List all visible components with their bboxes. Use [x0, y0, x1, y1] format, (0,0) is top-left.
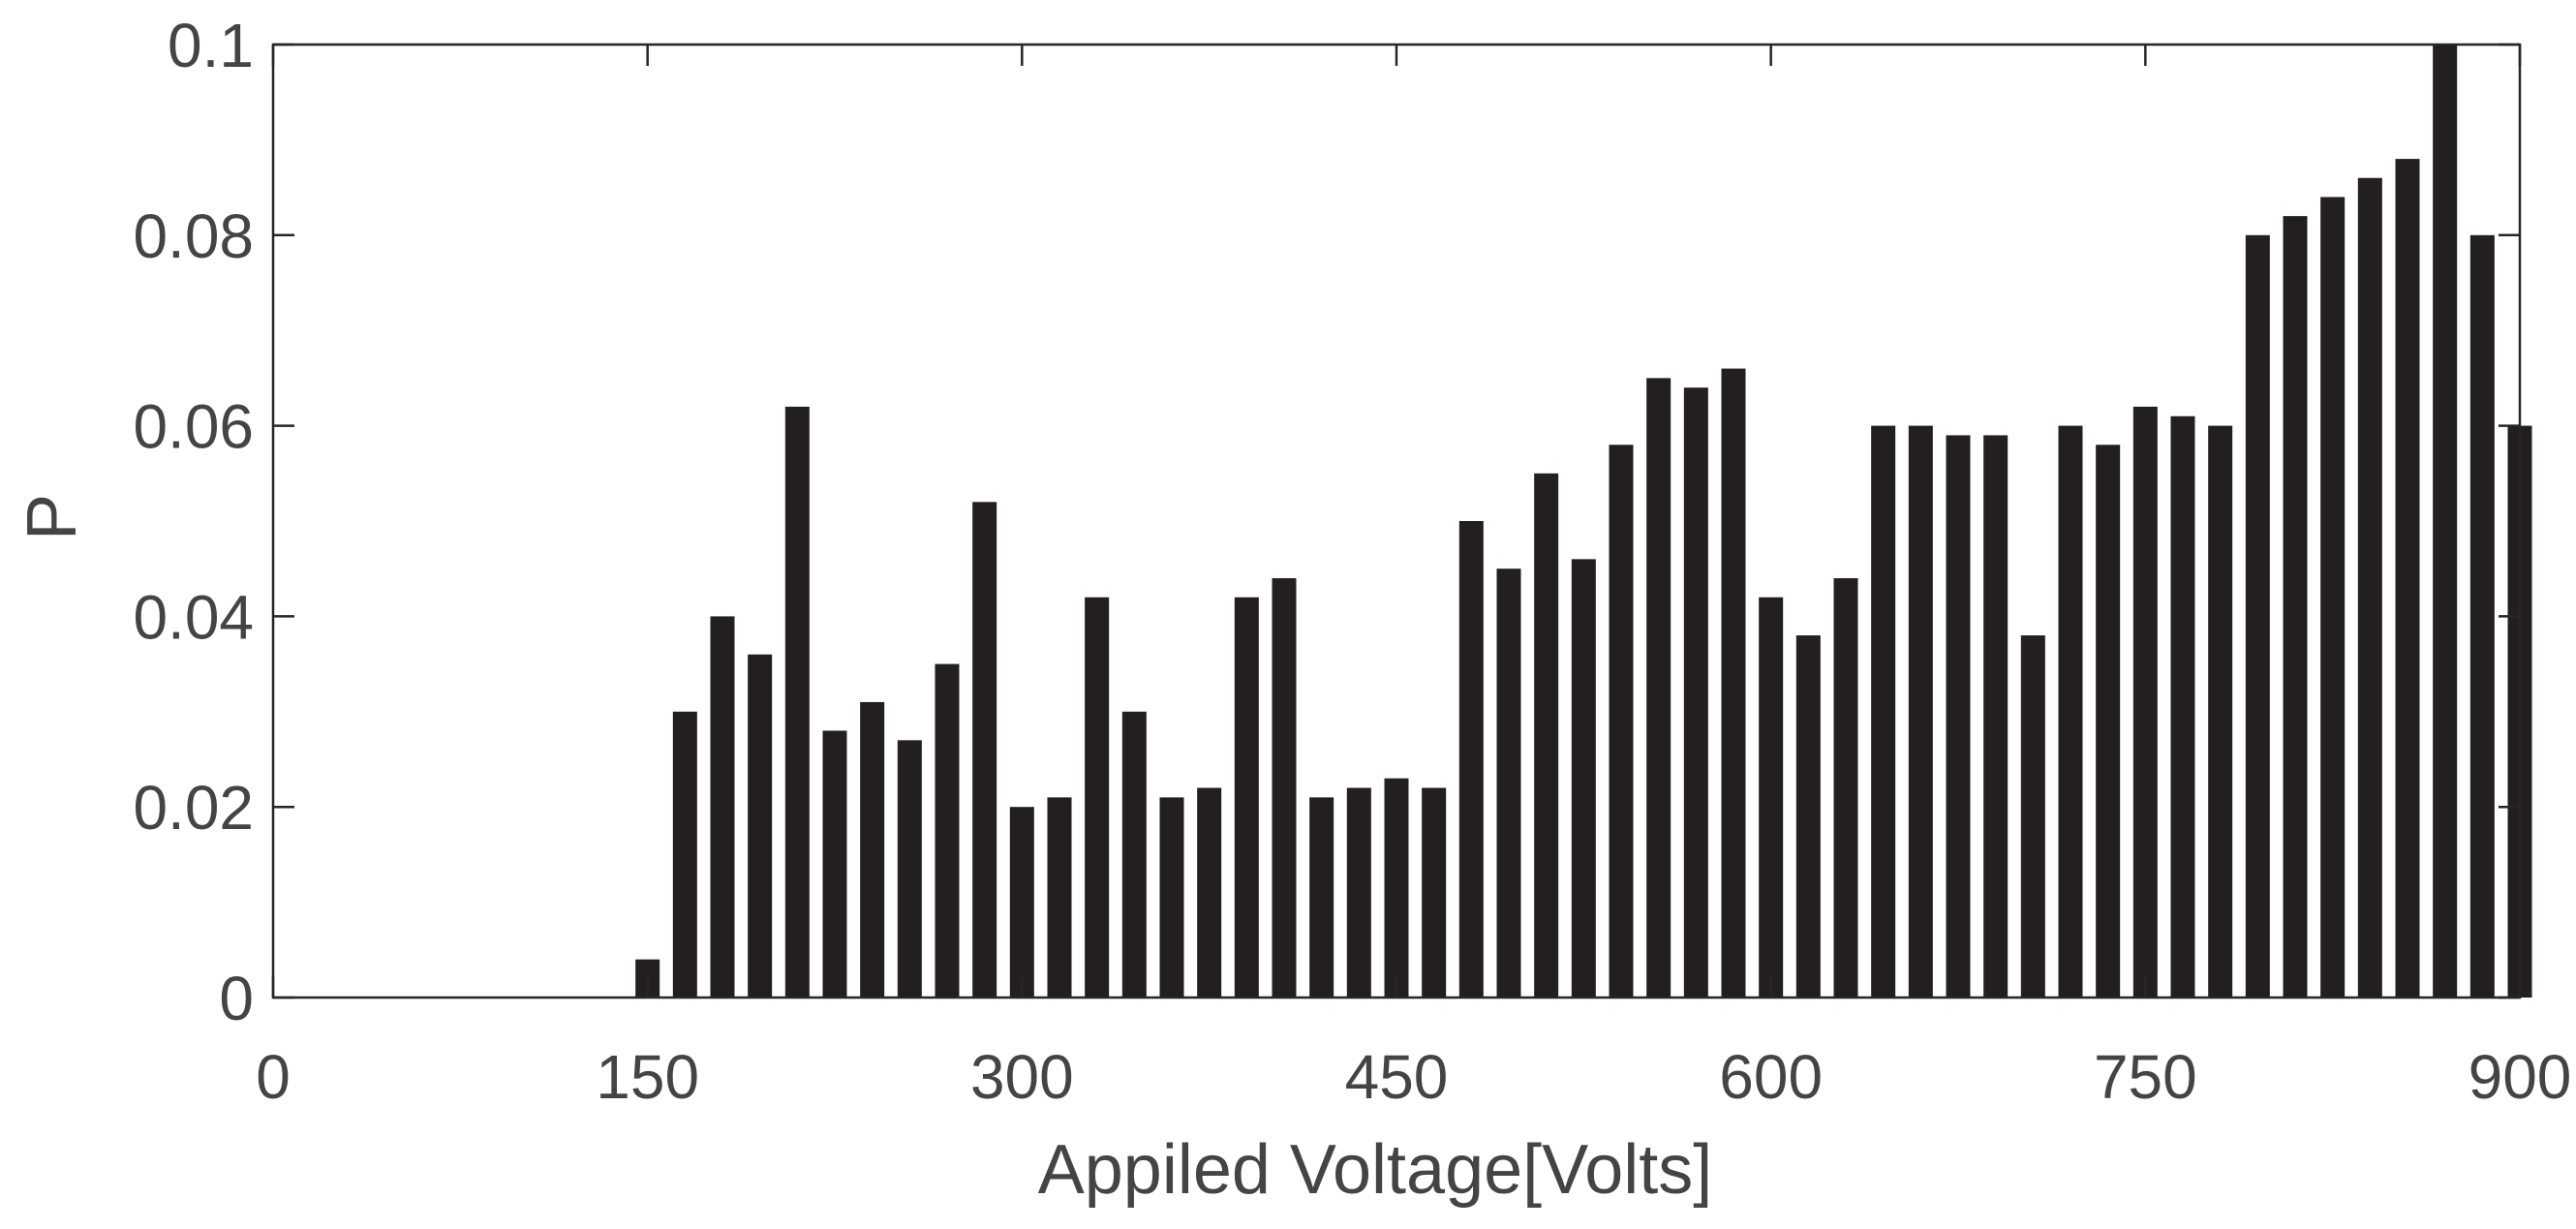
bar: [1309, 797, 1334, 998]
bar: [2433, 45, 2458, 998]
bar: [2170, 415, 2195, 998]
bar: [1384, 778, 1409, 998]
x-tick-label: 150: [596, 1042, 699, 1112]
bar: [1422, 787, 1447, 998]
y-tick-label: 0.02: [133, 773, 254, 843]
bar: [2357, 177, 2382, 998]
bar: [1946, 435, 1971, 998]
bar: [2469, 234, 2495, 999]
bar: [1009, 807, 1034, 998]
bar: [822, 730, 847, 998]
x-tick-label: 450: [1345, 1042, 1449, 1112]
bar: [860, 701, 885, 998]
tick-marks: [271, 43, 2522, 999]
y-tick-label: 0.06: [133, 392, 254, 462]
bar: [2020, 635, 2045, 998]
bar: [935, 663, 960, 998]
y-tick-label: 0.08: [133, 201, 254, 271]
bar: [2320, 197, 2346, 998]
bar: [2245, 234, 2270, 999]
bar: [1496, 568, 1521, 998]
x-tick-label: 900: [2469, 1042, 2572, 1112]
bar: [1871, 425, 1896, 999]
y-tick-labels: 0 0.02 0.04 0.06 0.08 0.1: [133, 11, 254, 1033]
bar: [1197, 787, 1222, 998]
x-tick-label: 600: [1719, 1042, 1823, 1112]
bar: [972, 502, 997, 998]
bar: [1646, 378, 1671, 998]
bar: [1571, 559, 1596, 998]
bar: [1683, 387, 1708, 998]
bar: [2132, 406, 2158, 998]
bar: [672, 711, 697, 998]
bar: [1534, 473, 1559, 998]
bar: [2208, 425, 2233, 999]
bar: [748, 654, 773, 998]
x-axis-label: Appiled Voltage[Volts]: [1038, 1131, 1713, 1209]
bar: [710, 616, 735, 998]
bar: [1085, 597, 1110, 998]
bar: [1795, 635, 1821, 998]
bar: [2096, 445, 2121, 998]
bar: [1759, 597, 1784, 998]
bar: [2395, 159, 2420, 998]
bar: [1908, 425, 1933, 999]
y-tick-label: 0.1: [168, 11, 254, 80]
bar: [1272, 578, 1297, 998]
bar: [1458, 521, 1484, 998]
x-tick-label: 750: [2094, 1042, 2197, 1112]
x-tick-labels: 0 150 300 450 600 750 900: [256, 1042, 2571, 1112]
bar: [1159, 797, 1184, 998]
bar: [1047, 797, 1072, 998]
x-tick-label: 300: [970, 1042, 1074, 1112]
bars-layer: [635, 45, 2532, 999]
bar: [1833, 578, 1858, 998]
bar: [1609, 445, 1634, 998]
bar: [2058, 425, 2083, 999]
x-tick-label: 0: [256, 1042, 291, 1112]
bar: [784, 406, 810, 998]
bar: [897, 740, 922, 998]
bar: [1346, 787, 1371, 998]
y-axis-label: P: [14, 494, 91, 540]
y-tick-label: 0: [219, 964, 254, 1033]
y-tick-label: 0.04: [133, 582, 254, 652]
bar: [1721, 368, 1746, 998]
bar: [1121, 711, 1147, 998]
bar: [1983, 435, 2009, 998]
bar: [1234, 597, 1259, 998]
bar: [2283, 216, 2308, 998]
